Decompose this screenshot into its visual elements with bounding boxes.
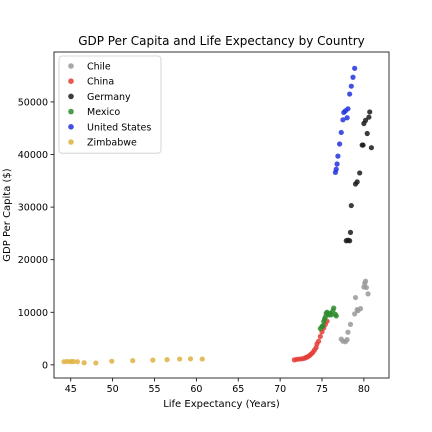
data-point: [352, 66, 357, 71]
series-germany: [344, 109, 374, 243]
data-point: [365, 291, 370, 296]
data-point: [367, 109, 372, 114]
x-tick-label: 75: [316, 384, 328, 395]
x-tick-label: 50: [107, 384, 119, 395]
y-axis-ticks: 0 10000 20000 30000 40000 50000: [18, 97, 54, 371]
y-tick-label: 50000: [18, 97, 48, 108]
data-point: [188, 356, 193, 361]
data-point: [331, 305, 336, 310]
y-tick-label: 40000: [18, 150, 48, 161]
y-tick-label: 0: [42, 360, 48, 371]
data-point: [177, 356, 182, 361]
data-point: [150, 358, 155, 363]
data-point: [349, 203, 354, 208]
data-point: [353, 295, 358, 300]
data-point: [130, 358, 135, 363]
data-point: [109, 359, 114, 364]
legend-label: China: [87, 77, 114, 88]
data-point: [339, 130, 344, 135]
x-tick-label: 80: [358, 384, 370, 395]
x-tick-label: 60: [190, 384, 202, 395]
data-point: [75, 359, 80, 364]
x-tick-label: 65: [232, 384, 244, 395]
data-point: [345, 337, 350, 342]
series-united-states: [333, 66, 357, 175]
x-tick-label: 70: [274, 384, 286, 395]
data-point: [334, 313, 339, 318]
legend-marker: [68, 139, 74, 145]
data-point: [358, 306, 363, 311]
legend-label: Zimbabwe: [87, 138, 137, 149]
data-point: [357, 170, 362, 175]
data-point: [347, 91, 352, 96]
legend-marker: [68, 78, 74, 84]
data-point: [360, 142, 365, 147]
x-tick-label: 55: [148, 384, 160, 395]
data-point: [364, 285, 369, 290]
data-point: [348, 322, 353, 327]
data-point: [93, 360, 98, 365]
legend-marker: [68, 94, 74, 100]
legend-label: Chile: [87, 62, 111, 73]
y-tick-label: 30000: [18, 203, 48, 214]
data-point: [345, 106, 350, 111]
legend-marker: [68, 63, 74, 69]
data-point: [82, 360, 87, 365]
data-point: [363, 279, 368, 284]
data-point: [200, 356, 205, 361]
legend-marker: [68, 124, 74, 130]
data-point: [369, 145, 374, 150]
data-point: [347, 238, 352, 243]
data-point: [318, 334, 323, 339]
data-point: [345, 330, 350, 335]
data-point: [365, 131, 370, 136]
data-point: [355, 179, 360, 184]
legend-label: Mexico: [87, 107, 120, 118]
data-point: [350, 75, 355, 80]
y-tick-label: 20000: [18, 255, 48, 266]
data-point: [334, 161, 339, 166]
legend-label: United States: [87, 122, 151, 133]
x-axis-label: Life Expectancy (Years): [163, 399, 280, 410]
data-point: [334, 167, 339, 172]
series-chile: [339, 279, 371, 345]
legend: Chile China Germany Mexico United States Zimb…: [59, 56, 161, 153]
legend-marker: [68, 109, 74, 115]
data-point: [366, 115, 371, 120]
data-point: [337, 141, 342, 146]
data-point: [348, 230, 353, 235]
legend-label: Germany: [87, 92, 131, 103]
series-mexico: [318, 305, 339, 331]
series-zimbabwe: [61, 356, 204, 365]
data-point: [345, 115, 350, 120]
data-point: [349, 84, 354, 89]
data-point: [335, 154, 340, 159]
x-tick-label: 45: [65, 384, 77, 395]
x-axis-ticks: 45 50 55 60 65 70 75 80: [65, 378, 370, 395]
y-axis-label: GDP Per Capita ($): [2, 168, 13, 262]
data-point: [316, 339, 321, 344]
y-tick-label: 10000: [18, 308, 48, 319]
chart-title: GDP Per Capita and Life Expectancy by Co…: [78, 34, 365, 48]
data-point: [164, 357, 169, 362]
